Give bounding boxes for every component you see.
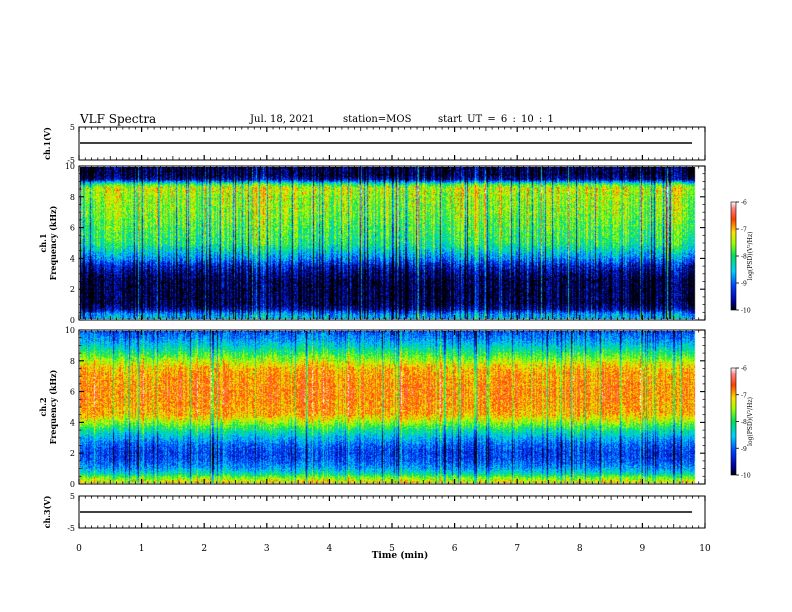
ch1-waveform-ylabel: ch.1(V) — [42, 127, 52, 160]
ch2-spectrogram-ytick-4: 4 — [70, 418, 75, 427]
ch2-colorbar — [730, 367, 737, 476]
x-tick-label-7: 7 — [514, 544, 520, 554]
start-time-label: start UT = 6 : 10 : 1 — [438, 114, 554, 125]
ch2-spectrogram-cbar-label--9: -9 — [741, 446, 747, 453]
x-tick-label-8: 8 — [577, 544, 583, 554]
ch2-spectrogram-cbar-label--7: -7 — [741, 392, 747, 399]
ch1-spectrogram-ytick-0: 0 — [70, 316, 75, 325]
ch3-waveform-ylabel: ch.3(V) — [42, 495, 52, 528]
ch1-spectrogram-cbar-label--10: -10 — [741, 308, 751, 315]
ch1-spectrogram-cbar-label--7: -7 — [741, 227, 747, 234]
figure-title: VLF Spectra — [80, 112, 157, 126]
ch1-spectrogram-ytick-6: 6 — [70, 224, 75, 233]
ch1-spectrogram-ytick-4: 4 — [70, 254, 75, 263]
x-tick-label-3: 3 — [264, 544, 270, 554]
ch1-spectrogram-cbar-label--8: -8 — [741, 254, 747, 261]
ch3-waveform-ytick-5: 5 — [70, 492, 75, 501]
ch1-waveform-ytick--5: -5 — [67, 156, 75, 165]
axis-ticks — [78, 126, 739, 529]
ch1-spectrogram-ylabel-channel: ch.1 — [38, 233, 48, 252]
x-tick-label-0: 0 — [76, 544, 82, 554]
ch2-spectrogram-cbar-label--8: -8 — [741, 419, 747, 426]
ch1-spectrogram-ytick-2: 2 — [70, 285, 75, 294]
ch1-colorbar — [730, 201, 737, 311]
ch3-waveform-ytick--5: -5 — [67, 524, 75, 533]
x-tick-label-6: 6 — [452, 544, 458, 554]
ch2-spectrogram-image — [80, 331, 704, 483]
ch2-spectrogram-cbar-title: log(PSD)(V²/Hz) — [747, 397, 754, 446]
x-tick-label-10: 10 — [699, 544, 711, 554]
ch1-spectrogram-ytick-8: 8 — [70, 193, 75, 202]
station-label: station=MOS — [343, 114, 412, 125]
x-tick-label-2: 2 — [201, 544, 207, 554]
ch1-spectrogram-ytick-10: 10 — [65, 162, 75, 171]
ch1-waveform-ytick-5: 5 — [70, 123, 75, 132]
ch2-spectrogram-cbar-label--10: -10 — [741, 473, 751, 480]
ch2-spectrogram-ytick-10: 10 — [65, 326, 75, 335]
ch2-spectrogram-ylabel-frequency: Frequency (kHz) — [48, 369, 58, 444]
ch2-spectrogram-ytick-2: 2 — [70, 449, 75, 458]
ch2-spectrogram-ytick-6: 6 — [70, 388, 75, 397]
ch1-spectrogram-cbar-label--6: -6 — [741, 200, 747, 207]
date-label: Jul. 18, 2021 — [250, 114, 315, 125]
ch2-spectrogram-ytick-8: 8 — [70, 357, 75, 366]
ch1-spectrogram-image — [80, 167, 704, 319]
ch1-spectrogram-cbar-label--9: -9 — [741, 281, 747, 288]
x-axis-title: Time (min) — [372, 550, 429, 561]
x-tick-label-1: 1 — [139, 544, 145, 554]
ch1-spectrogram-cbar-title: log(PSD)(V²/Hz) — [747, 232, 754, 281]
ch2-spectrogram-cbar-label--6: -6 — [741, 366, 747, 373]
ch2-spectrogram-ytick-0: 0 — [70, 480, 75, 489]
x-tick-label-4: 4 — [327, 544, 333, 554]
ch1-spectrogram-ylabel-frequency: Frequency (kHz) — [48, 205, 58, 280]
ch2-spectrogram-ylabel-channel: ch.2 — [38, 397, 48, 416]
x-tick-label-9: 9 — [640, 544, 646, 554]
x-tick-label-5: 5 — [389, 544, 395, 554]
